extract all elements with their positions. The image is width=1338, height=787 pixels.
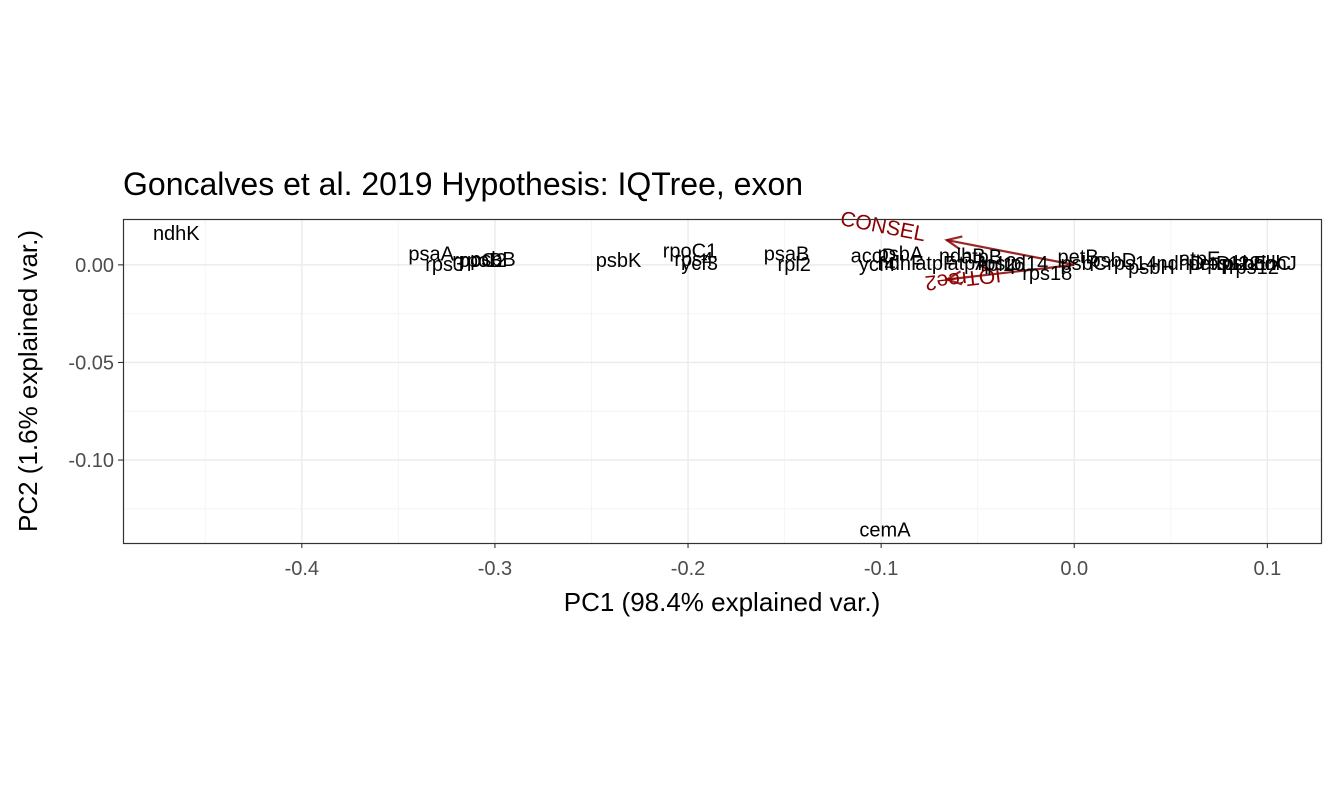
- point-label-rps3: rps3: [425, 254, 464, 276]
- point-label-atpf: atpF: [915, 253, 955, 275]
- point-label-rpoc2: rpoC2: [452, 250, 506, 272]
- point-label-psab: psaB: [764, 243, 810, 265]
- point-label-petb: petB: [1058, 246, 1099, 268]
- grid-lines: [123, 219, 1322, 543]
- point-label-ndhf: ndhF: [878, 253, 924, 275]
- x-axis-title: PC1 (98.4% explained var.): [564, 587, 881, 617]
- point-label-rps2: rps2: [978, 253, 1017, 275]
- point-label-psaa: psaA: [408, 243, 454, 265]
- arrow-head: [944, 270, 963, 286]
- point-label-rps12: rps12: [1229, 257, 1279, 279]
- point-label-psba: psbA: [878, 243, 924, 265]
- point-label-rpoc1: rpoC1: [663, 240, 717, 262]
- arrow-head: [944, 235, 963, 251]
- point-label-ycf4: ycf4: [859, 254, 896, 276]
- point-label-rps4: rps4: [674, 249, 713, 271]
- point-label-rpl22: rpl22: [1216, 253, 1260, 275]
- point-label-psbh: psbH: [1128, 257, 1175, 279]
- point-label-psbk: psbK: [596, 250, 642, 272]
- point-label-ycf3: ycf3: [681, 253, 718, 275]
- panel-border: [122, 218, 1323, 545]
- point-label-cema: cemA: [859, 520, 911, 542]
- point-label-rps11: rps11: [1201, 253, 1250, 275]
- point-label-ndhc: ndhC: [1243, 253, 1291, 275]
- x-tick-label: 0.0: [1060, 558, 1088, 580]
- y-tick-label: -0.10: [68, 450, 114, 472]
- x-tick-label: 0.1: [1253, 558, 1281, 580]
- chart-title: Goncalves et al. 2019 Hypothesis: IQTree…: [123, 166, 803, 202]
- x-axis-ticks: -0.4 -0.3 -0.2 -0.1 0.0 0.1: [285, 543, 1281, 580]
- point-label-rps14: rps14: [1107, 253, 1157, 275]
- x-tick-label: -0.4: [285, 558, 319, 580]
- point-label-rpl16: rpl16: [981, 254, 1025, 276]
- point-label-ndhk: ndhK: [153, 223, 200, 245]
- arrow-shaft: [946, 238, 1075, 266]
- point-label-psbd: psbD: [1090, 250, 1137, 272]
- point-label-petd: petD: [1188, 253, 1230, 275]
- point-label-accd: accD: [851, 245, 897, 267]
- point-label-psbb: psbB: [470, 249, 516, 271]
- x-tick-label: -0.2: [671, 558, 705, 580]
- point-label-rps18: rps18: [1022, 263, 1072, 285]
- point-label-atpe: atpE: [1179, 248, 1220, 270]
- y-tick-label: -0.05: [68, 352, 114, 374]
- y-tick-label: 0.00: [75, 255, 114, 277]
- point-label-rpob: rpoB: [460, 250, 502, 272]
- x-tick-label: -0.1: [864, 558, 898, 580]
- arrow-shaft: [946, 263, 1075, 281]
- point-label-rpl14: rpl14: [1004, 253, 1048, 275]
- point-label-ndhb: ndhB: [939, 245, 986, 267]
- y-axis-title: PC2 (1.6% explained var.): [13, 230, 43, 532]
- point-label-atpa: atpA: [947, 253, 989, 275]
- point-label-ndhd: ndhD: [1157, 253, 1205, 275]
- point-label-atpb: atpB: [961, 246, 1002, 268]
- point-label-psbc: psbC: [1061, 253, 1108, 275]
- point-label-ndhj: ndhJ: [1253, 253, 1296, 275]
- y-axis-ticks: 0.00 -0.05 -0.10: [68, 255, 123, 472]
- x-tick-label: -0.3: [478, 558, 512, 580]
- point-label-psbe: psbE: [1221, 253, 1267, 275]
- point-label-rpl2: rpl2: [778, 254, 811, 276]
